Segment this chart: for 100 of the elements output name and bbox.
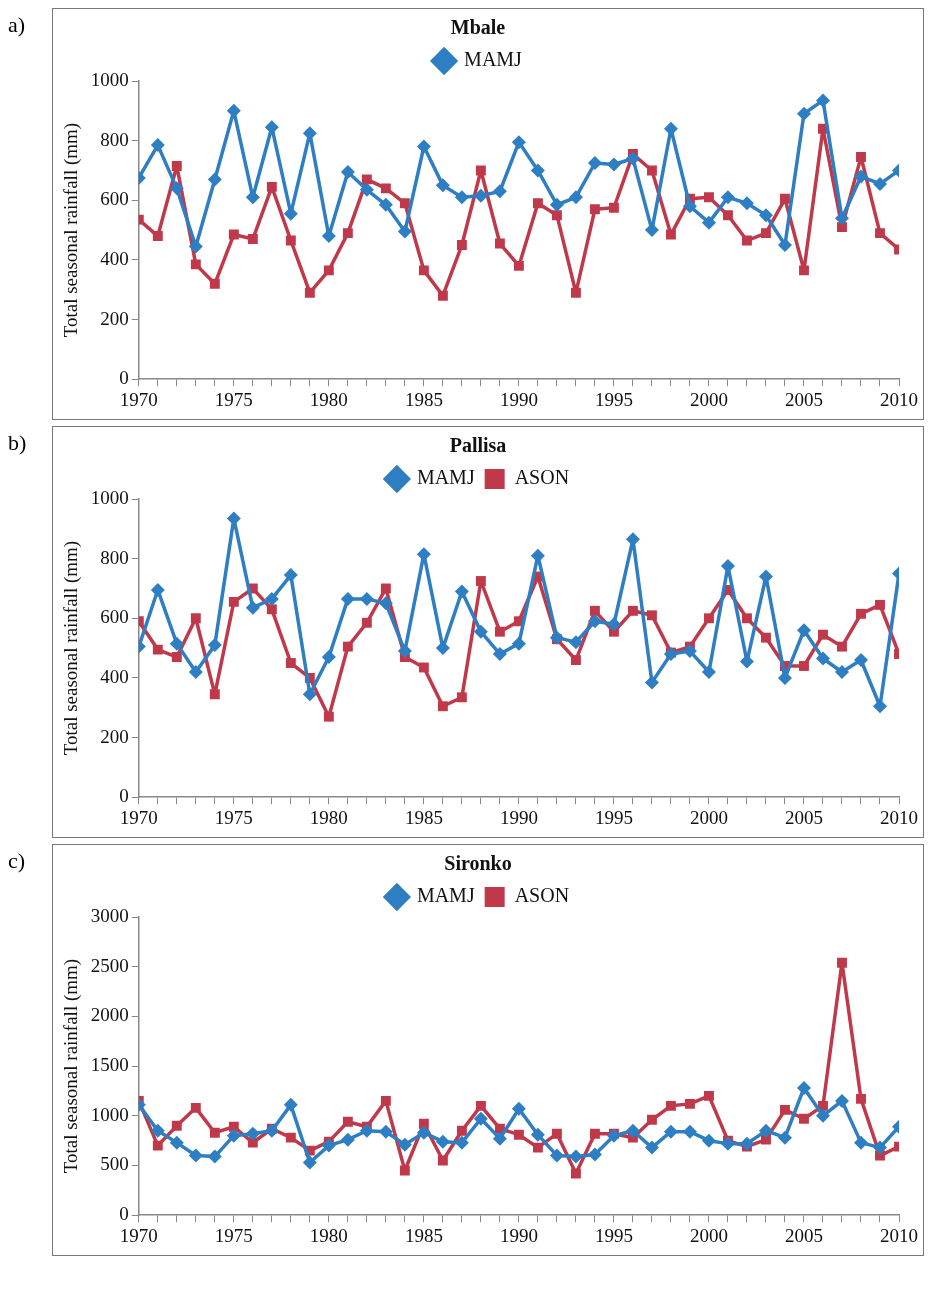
y-tick-label: 1000 [90,486,129,508]
point [456,692,467,703]
point [796,1080,811,1095]
point [380,1095,391,1106]
point [742,235,752,246]
y-tick-label: 500 [100,1153,129,1175]
point [209,1127,220,1138]
point [207,172,222,187]
point [397,1137,412,1152]
x-tick-label: 1975 [214,806,253,828]
y-tick-label: 800 [100,128,129,150]
y-tick-label: 400 [100,247,129,269]
point [150,138,165,153]
point [399,1165,410,1176]
point [323,711,334,722]
x-tick-label: 1990 [499,1224,538,1246]
point [589,1128,600,1139]
point [739,196,754,211]
point [663,121,678,136]
point [875,228,885,239]
x-tick-label: 2010 [880,1224,918,1246]
point [704,1090,714,1101]
point [568,635,583,650]
point [799,265,809,276]
point [606,1128,621,1143]
text: b) [8,430,28,456]
point [456,240,467,250]
point [264,591,279,606]
point [207,1149,222,1164]
point [209,689,220,700]
point [359,591,374,606]
point [454,190,469,205]
point [761,228,771,239]
point [169,636,184,651]
point [701,1133,716,1148]
point [513,260,524,271]
point [226,511,241,526]
point [853,653,868,668]
y-tick-label: 1500 [90,1054,129,1076]
point [815,93,830,108]
point [340,164,355,179]
point [720,190,735,205]
point [723,210,733,221]
point [761,632,771,643]
point [799,661,809,671]
legend-label: ASON [514,884,570,907]
point [758,1123,773,1138]
point [207,638,222,653]
point [742,613,752,624]
point [777,670,792,685]
x-tick-label: 1985 [404,806,443,828]
x-tick-label: 1980 [309,806,348,828]
point [739,1136,754,1151]
point [644,1140,659,1155]
point [454,1135,469,1150]
point [665,229,676,240]
point [780,193,790,204]
point [397,224,412,239]
point [209,278,220,289]
point [875,599,885,610]
y-axis-title: Total seasonal rainfall (mm) [60,540,83,756]
point [532,1142,543,1153]
point [549,630,564,645]
point [454,584,469,599]
point [321,650,336,665]
point [247,1137,258,1148]
point [761,1134,771,1145]
point [530,548,545,563]
point [169,181,184,196]
point [704,613,714,624]
point [494,626,505,637]
point [701,664,716,679]
point [551,210,562,221]
point [190,259,201,270]
point [247,234,258,244]
point [873,176,887,191]
y-tick-label: 1000 [90,1103,129,1125]
point [321,1138,336,1153]
point [685,1098,695,1109]
y-tick-label: 600 [100,188,129,210]
point [739,654,754,669]
point [321,229,336,244]
y-tick-label: 800 [100,546,129,568]
point [549,1148,564,1163]
y-tick-label: 1000 [90,68,129,90]
y-tick-label: 400 [100,665,129,687]
point [435,641,450,656]
y-tick-label: 600 [100,606,129,628]
point [473,624,488,639]
point [380,583,391,594]
y-tick-label: 200 [100,307,129,329]
point [473,1111,488,1126]
point [837,957,847,968]
point [682,199,697,214]
point [171,652,182,662]
point [285,235,296,246]
point [152,1140,163,1151]
point [646,1114,657,1125]
point [418,662,429,673]
point [511,135,526,150]
